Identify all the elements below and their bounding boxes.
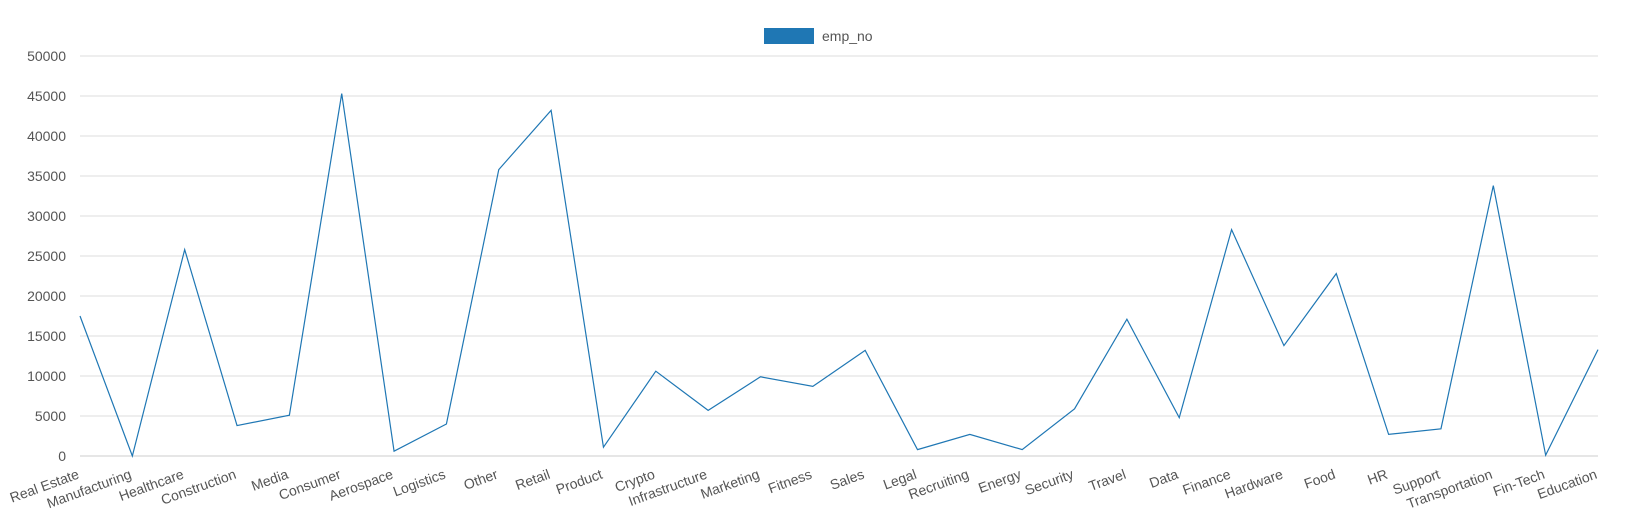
data-point[interactable] — [1490, 183, 1496, 189]
y-tick-label: 50000 — [27, 48, 66, 64]
y-tick-label: 25000 — [27, 248, 66, 264]
y-tick-label: 15000 — [27, 328, 66, 344]
data-point[interactable] — [1438, 426, 1444, 432]
data-point[interactable] — [1072, 406, 1078, 412]
data-point[interactable] — [1124, 316, 1130, 322]
data-point[interactable] — [182, 247, 188, 253]
data-point[interactable] — [705, 407, 711, 413]
x-tick-label: HR — [1365, 466, 1389, 488]
data-point[interactable] — [496, 167, 502, 173]
x-tick-label: Recruiting — [906, 466, 971, 503]
x-tick-label: Food — [1302, 466, 1337, 492]
legend[interactable]: emp_no — [764, 28, 873, 44]
data-point[interactable] — [339, 91, 345, 97]
x-tick-label: Marketing — [698, 466, 761, 502]
x-axis-ticks: Real EstateManufacturingHealthcareConstr… — [8, 466, 1599, 512]
data-point[interactable] — [967, 431, 973, 437]
y-tick-label: 30000 — [27, 208, 66, 224]
x-tick-label: Product — [554, 466, 605, 498]
data-point[interactable] — [1386, 431, 1392, 437]
data-point[interactable] — [653, 368, 659, 374]
y-axis-ticks: 0 5000 10000 15000 20000 25000 30000 35000 40000… — [27, 48, 66, 464]
y-tick-label: 45000 — [27, 88, 66, 104]
y-tick-label: 5000 — [35, 408, 66, 424]
x-tick-label: Energy — [976, 466, 1023, 496]
data-point[interactable] — [391, 448, 397, 454]
data-point[interactable] — [1176, 415, 1182, 421]
series-line[interactable] — [79, 93, 1599, 459]
data-point[interactable] — [757, 374, 763, 380]
y-tick-label: 0 — [58, 448, 66, 464]
x-tick-label: Sales — [828, 466, 866, 493]
data-point[interactable] — [1019, 447, 1025, 453]
data-point[interactable] — [129, 453, 135, 459]
x-tick-label: Logistics — [391, 466, 448, 500]
legend-label: emp_no — [822, 28, 873, 44]
data-point[interactable] — [862, 347, 868, 353]
x-tick-label: Travel — [1086, 466, 1128, 494]
data-point[interactable] — [286, 412, 292, 418]
data-point[interactable] — [443, 421, 449, 427]
data-point[interactable] — [600, 444, 606, 450]
x-tick-label: Fitness — [766, 466, 814, 496]
x-tick-label: Retail — [513, 466, 552, 493]
x-tick-label: Education — [1535, 466, 1599, 502]
x-tick-label: Security — [1023, 466, 1076, 498]
y-tick-label: 40000 — [27, 128, 66, 144]
legend-swatch — [764, 28, 814, 44]
data-point[interactable] — [1543, 452, 1549, 458]
x-tick-label: Other — [461, 466, 500, 493]
data-point[interactable] — [1595, 347, 1601, 353]
data-point[interactable] — [1281, 343, 1287, 349]
data-point[interactable] — [1229, 227, 1235, 233]
y-tick-label: 20000 — [27, 288, 66, 304]
data-point[interactable] — [77, 313, 83, 319]
y-tick-label: 35000 — [27, 168, 66, 184]
gridlines — [80, 55, 1598, 457]
data-point[interactable] — [915, 447, 921, 453]
data-point[interactable] — [234, 423, 240, 429]
series-lines — [77, 91, 1601, 459]
x-tick-label: Hardware — [1222, 466, 1285, 502]
y-tick-label: 10000 — [27, 368, 66, 384]
data-point[interactable] — [548, 107, 554, 113]
data-point[interactable] — [1333, 271, 1339, 277]
data-point[interactable] — [810, 383, 816, 389]
x-tick-label: Data — [1147, 466, 1180, 491]
